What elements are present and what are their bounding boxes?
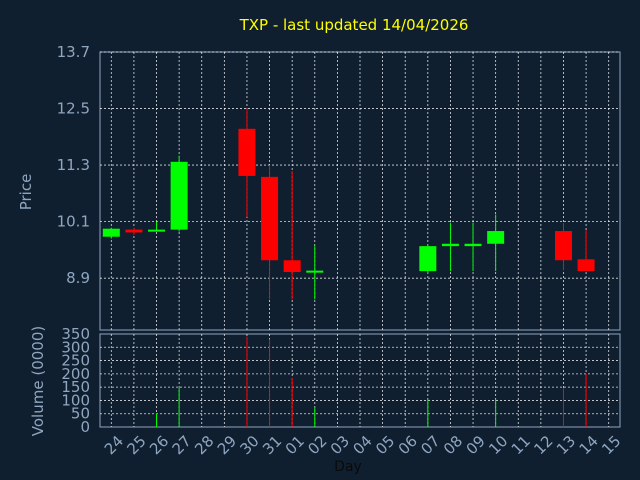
- x-tick-label: 15: [598, 432, 624, 458]
- volume-tick-label: 100: [61, 391, 90, 409]
- price-tick-labels: 8.9 10.1 11.3 12.5 13.7: [57, 43, 90, 287]
- x-axis-label: Day: [334, 459, 362, 475]
- x-tick-labels: 2425262728293031010203040506070809101112…: [101, 432, 625, 458]
- candle-body: [464, 243, 482, 247]
- candle-body: [441, 243, 459, 247]
- chart-title: TXP - last updated 14/04/2026: [239, 16, 469, 34]
- price-grid: [100, 51, 620, 330]
- volume-tick-label: 300: [61, 338, 90, 356]
- candle-body: [419, 246, 437, 272]
- candle-body: [306, 270, 324, 273]
- price-tick-label: 12.5: [57, 100, 90, 118]
- price-panel: 8.9 10.1 11.3 12.5 13.7 Price: [17, 43, 621, 331]
- volume-bars: [156, 336, 587, 427]
- volume-tick-label: 200: [61, 365, 90, 383]
- candle-body: [148, 229, 166, 232]
- candle-body: [238, 128, 256, 176]
- candle-body: [283, 260, 301, 273]
- price-tick-label: 11.3: [57, 156, 90, 174]
- volume-tick-label: 0: [80, 418, 90, 436]
- volume-grid: [100, 334, 620, 427]
- candle-body: [261, 176, 279, 261]
- volume-axis-label: Volume (0000): [29, 326, 47, 436]
- price-tick-label: 13.7: [57, 43, 90, 61]
- price-tick-label: 10.1: [57, 213, 90, 231]
- candle-body: [170, 161, 188, 230]
- candle-body: [554, 231, 572, 261]
- candles: [102, 108, 595, 300]
- price-axis-label: Price: [17, 174, 35, 211]
- volume-tick-label: 350: [61, 325, 90, 343]
- price-tick-label: 8.9: [66, 269, 90, 287]
- volume-tick-label: 250: [61, 352, 90, 370]
- candle-body: [577, 259, 595, 272]
- candle-body: [102, 228, 120, 237]
- candle-body: [487, 231, 505, 244]
- volume-tick-label: 150: [61, 378, 90, 396]
- candle-body: [125, 229, 143, 233]
- volume-tick-label: 50: [71, 405, 90, 423]
